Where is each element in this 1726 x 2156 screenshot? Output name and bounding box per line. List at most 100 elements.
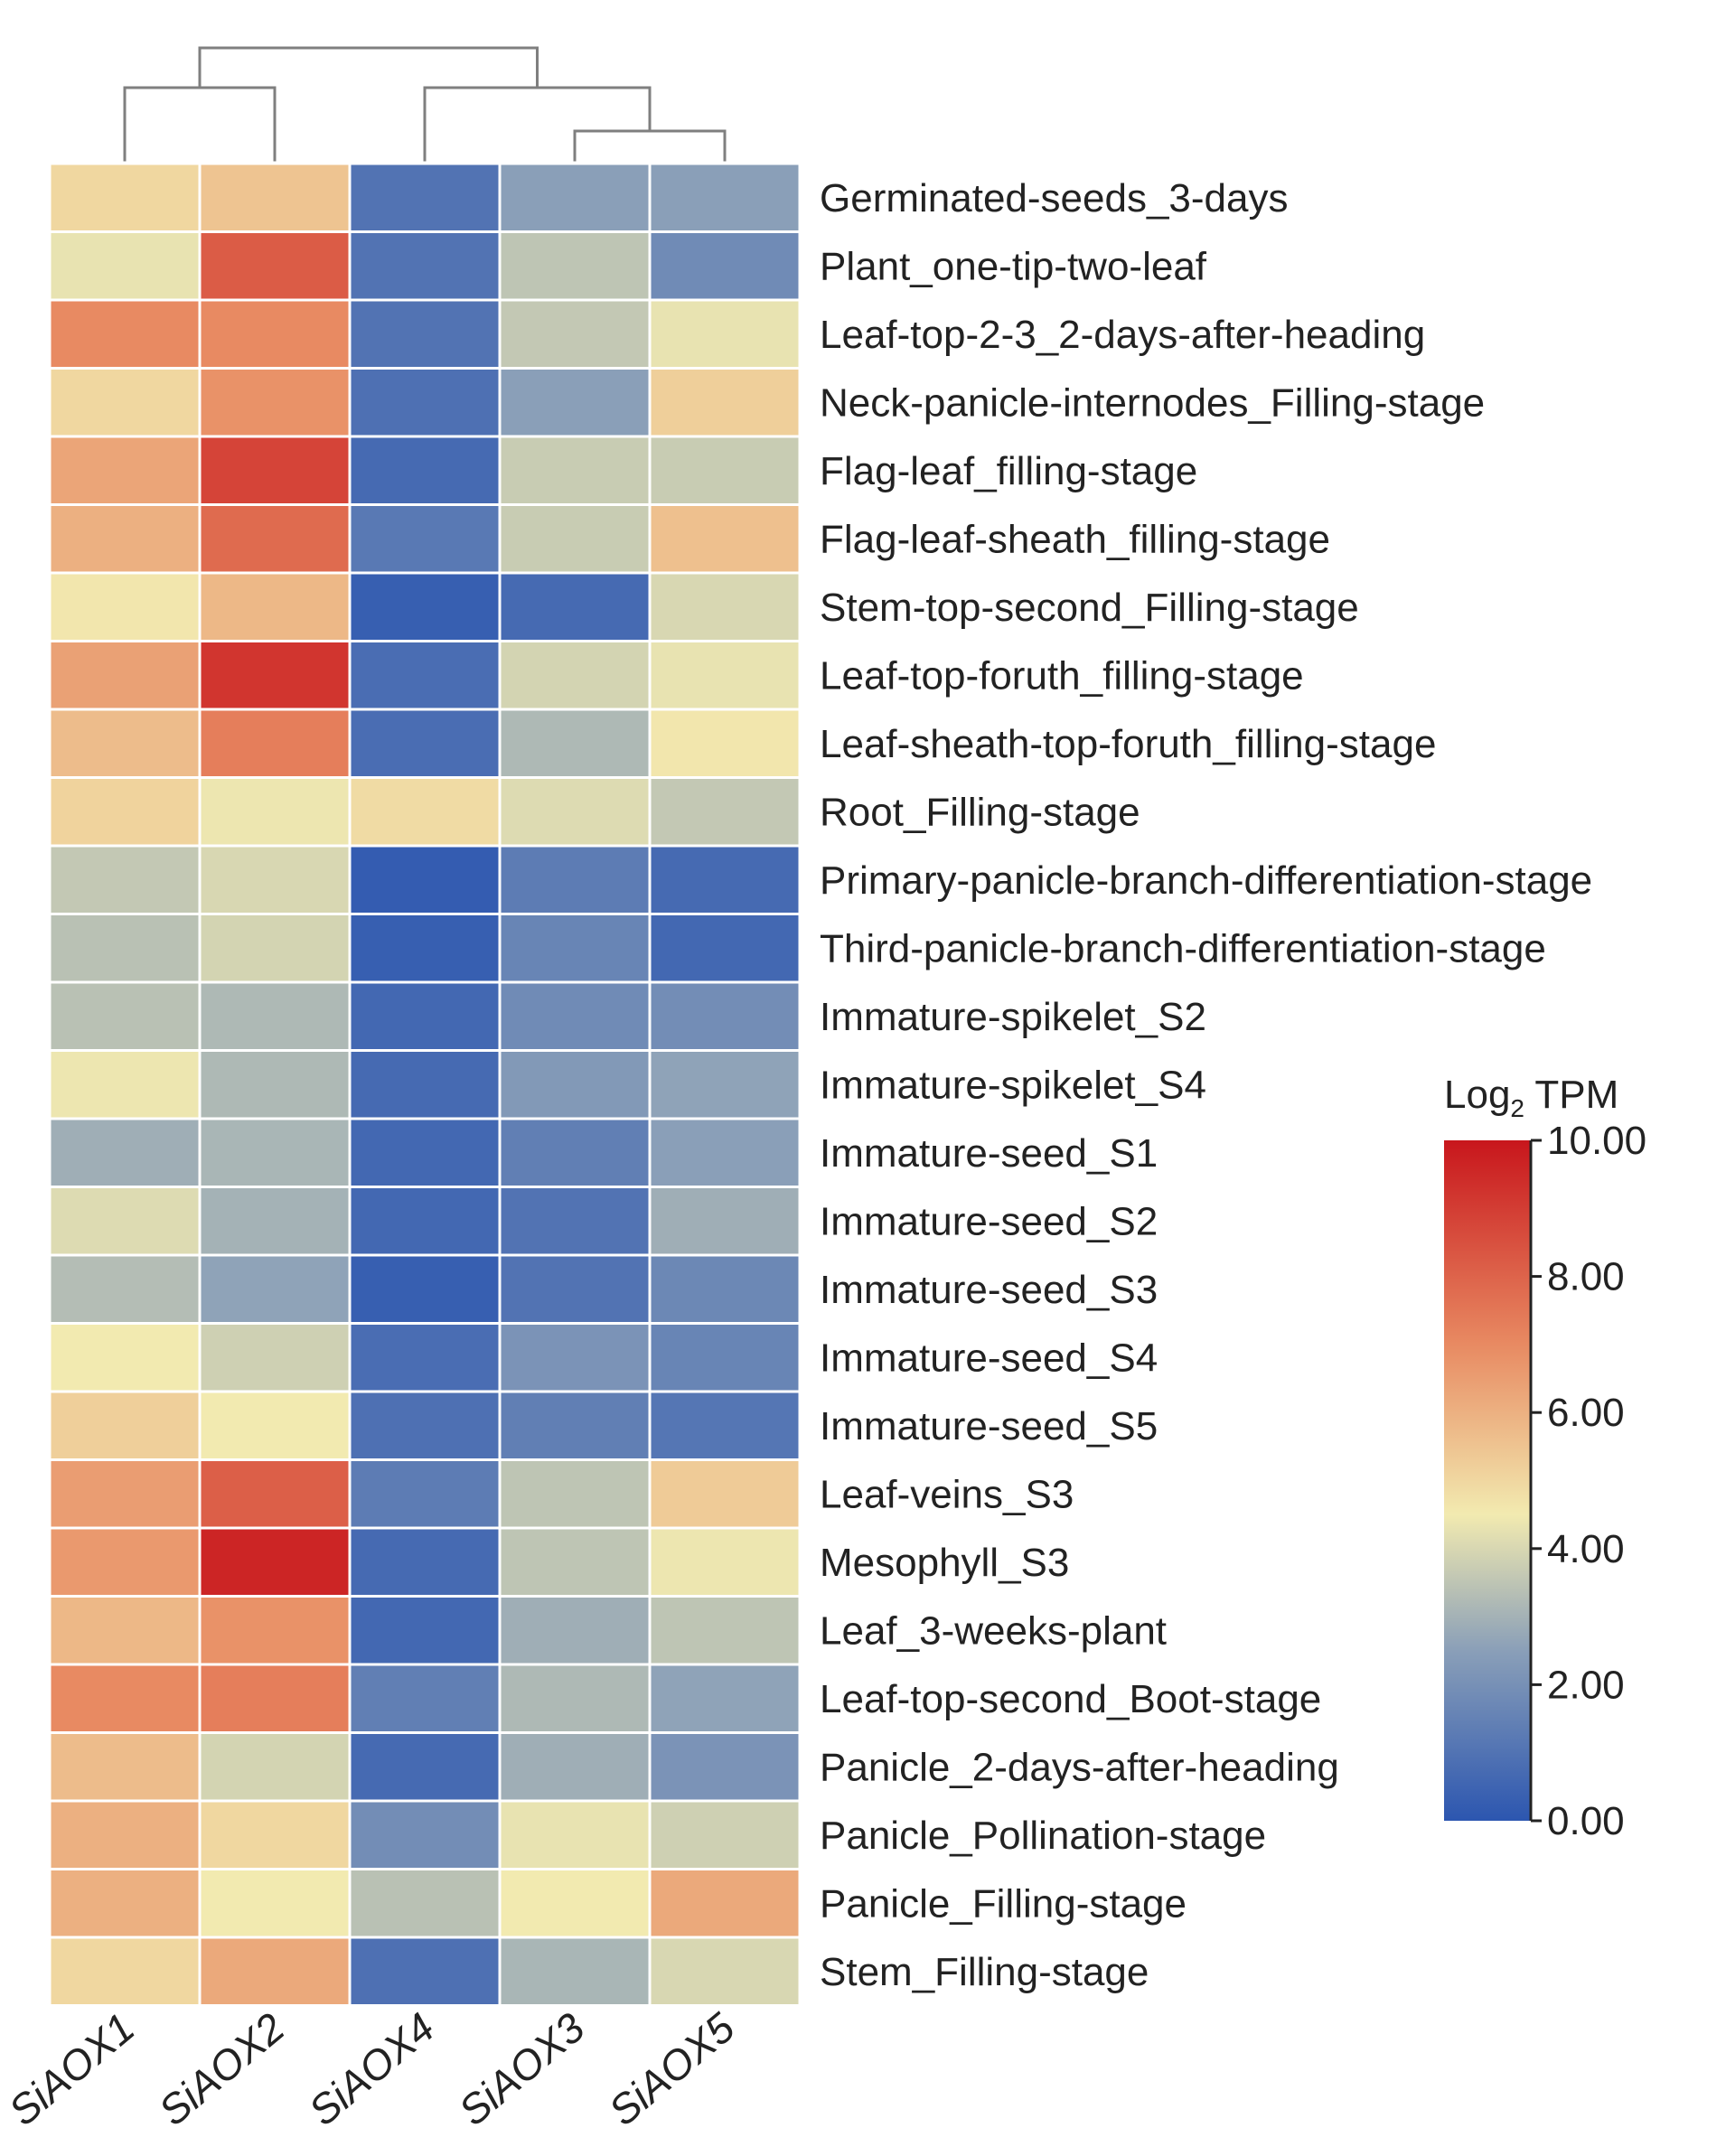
heatmap-cell bbox=[648, 435, 802, 506]
heatmap-cell bbox=[48, 913, 202, 984]
row-label: Leaf_3-weeks-plant bbox=[820, 1608, 1167, 1653]
column-label: SiAOX3 bbox=[450, 2003, 594, 2134]
heatmap-cell bbox=[498, 1322, 652, 1393]
heatmap-cell bbox=[648, 571, 802, 642]
heatmap-cell bbox=[648, 1253, 802, 1325]
heatmap-cell bbox=[498, 1526, 652, 1598]
heatmap-cell bbox=[348, 367, 502, 438]
heatmap-cell bbox=[198, 1117, 352, 1188]
heatmap-cell bbox=[648, 1186, 802, 1257]
heatmap-cell bbox=[198, 1390, 352, 1461]
heatmap-cell bbox=[648, 913, 802, 984]
heatmap-cell bbox=[648, 708, 802, 779]
heatmap-cell bbox=[198, 640, 352, 711]
heatmap-cell bbox=[198, 1526, 352, 1598]
heatmap-cell bbox=[498, 708, 652, 779]
heatmap-cell bbox=[648, 1936, 802, 2007]
heatmap-cell bbox=[348, 1186, 502, 1257]
heatmap-cell bbox=[648, 1117, 802, 1188]
heatmap-cell bbox=[348, 230, 502, 302]
heatmap-cell bbox=[198, 1253, 352, 1325]
heatmap-cell bbox=[198, 844, 352, 915]
heatmap-cell bbox=[498, 1799, 652, 1870]
heatmap-cell bbox=[198, 1458, 352, 1530]
heatmap-cell bbox=[348, 640, 502, 711]
heatmap-cell bbox=[348, 844, 502, 915]
row-label: Stem_Filling-stage bbox=[820, 1950, 1149, 1994]
heatmap-cell bbox=[48, 1526, 202, 1598]
heatmap-cell bbox=[198, 1868, 352, 1939]
column-labels: SiAOX1 SiAOX2 SiAOX4 SiAOX3 SiAOX5 bbox=[0, 2003, 744, 2134]
row-label: Immature-seed_S3 bbox=[820, 1268, 1158, 1312]
heatmap-cell bbox=[498, 1868, 652, 1939]
heatmap-cell bbox=[48, 435, 202, 506]
heatmap-cell bbox=[648, 162, 802, 233]
heatmap-cell bbox=[648, 980, 802, 1052]
heatmap-cell bbox=[498, 1936, 652, 2007]
row-label: Panicle_2-days-after-heading bbox=[820, 1745, 1339, 1789]
column-label: SiAOX4 bbox=[300, 2003, 444, 2134]
heatmap-cell bbox=[498, 1663, 652, 1734]
heatmap-cell bbox=[498, 1253, 652, 1325]
row-label: Flag-leaf-sheath_filling-stage bbox=[820, 517, 1330, 561]
row-labels: Germinated-seeds_3-days Plant_one-tip-two… bbox=[820, 176, 1592, 1994]
heatmap-cell bbox=[198, 298, 352, 370]
heatmap-cell bbox=[48, 1049, 202, 1120]
heatmap-cell bbox=[198, 1186, 352, 1257]
heatmap-cell bbox=[648, 367, 802, 438]
heatmap-cell bbox=[48, 844, 202, 915]
heatmap-cell bbox=[48, 1799, 202, 1870]
heatmap-cell bbox=[48, 1731, 202, 1803]
heatmap-cell bbox=[498, 435, 652, 506]
heatmap-cell bbox=[348, 503, 502, 575]
heatmap-cell bbox=[48, 640, 202, 711]
heatmap-cell bbox=[198, 503, 352, 575]
heatmap-cell bbox=[648, 1731, 802, 1803]
legend-tick-label: 2.00 bbox=[1547, 1663, 1625, 1707]
heatmap-cell bbox=[498, 230, 652, 302]
column-dendrogram bbox=[123, 46, 727, 162]
row-label: Panicle_Pollination-stage bbox=[820, 1814, 1266, 1858]
legend-tick-label: 10.00 bbox=[1547, 1119, 1646, 1163]
heatmap-cell bbox=[198, 913, 352, 984]
heatmap-cell bbox=[348, 1663, 502, 1734]
heatmap-cell bbox=[648, 1799, 802, 1870]
heatmap-cell bbox=[348, 980, 502, 1052]
heatmap-cell bbox=[348, 435, 502, 506]
heatmap-cell bbox=[198, 1799, 352, 1870]
heatmap-cell bbox=[48, 1868, 202, 1939]
heatmap-cell bbox=[648, 230, 802, 302]
heatmap-cell bbox=[498, 844, 652, 915]
row-label: Root_Filling-stage bbox=[820, 790, 1140, 834]
heatmap-cell bbox=[648, 1458, 802, 1530]
heatmap-cell bbox=[348, 1936, 502, 2007]
heatmap-cell bbox=[48, 571, 202, 642]
heatmap-cell bbox=[348, 162, 502, 233]
heatmap-cell bbox=[348, 1049, 502, 1120]
heatmap-cell bbox=[498, 367, 652, 438]
heatmap-cell bbox=[48, 1117, 202, 1188]
column-label: SiAOX1 bbox=[0, 2003, 143, 2134]
heatmap-cell bbox=[348, 776, 502, 848]
row-label: Plant_one-tip-two-leaf bbox=[820, 244, 1207, 288]
heatmap-cell bbox=[48, 367, 202, 438]
legend-tick-label: 4.00 bbox=[1547, 1527, 1625, 1571]
heatmap-cell bbox=[348, 708, 502, 779]
heatmap-cell bbox=[648, 1049, 802, 1120]
row-label: Mesophyll_S3 bbox=[820, 1541, 1069, 1585]
row-label: Leaf-top-2-3_2-days-after-heading bbox=[820, 313, 1425, 357]
heatmap-cell bbox=[48, 162, 202, 233]
heatmap-cell bbox=[498, 1390, 652, 1461]
heatmap-cell bbox=[348, 1799, 502, 1870]
heatmap-cell bbox=[198, 1731, 352, 1803]
row-label: Immature-seed_S1 bbox=[820, 1131, 1158, 1176]
row-label: Immature-seed_S2 bbox=[820, 1199, 1158, 1243]
row-label: Stem-top-second_Filling-stage bbox=[820, 586, 1359, 630]
heatmap-cell bbox=[48, 1253, 202, 1325]
heatmap-cell bbox=[198, 1322, 352, 1393]
heatmap-cell bbox=[648, 1663, 802, 1734]
heatmap-cell bbox=[348, 571, 502, 642]
heatmap-cell bbox=[198, 1049, 352, 1120]
heatmap-cell bbox=[498, 776, 652, 848]
